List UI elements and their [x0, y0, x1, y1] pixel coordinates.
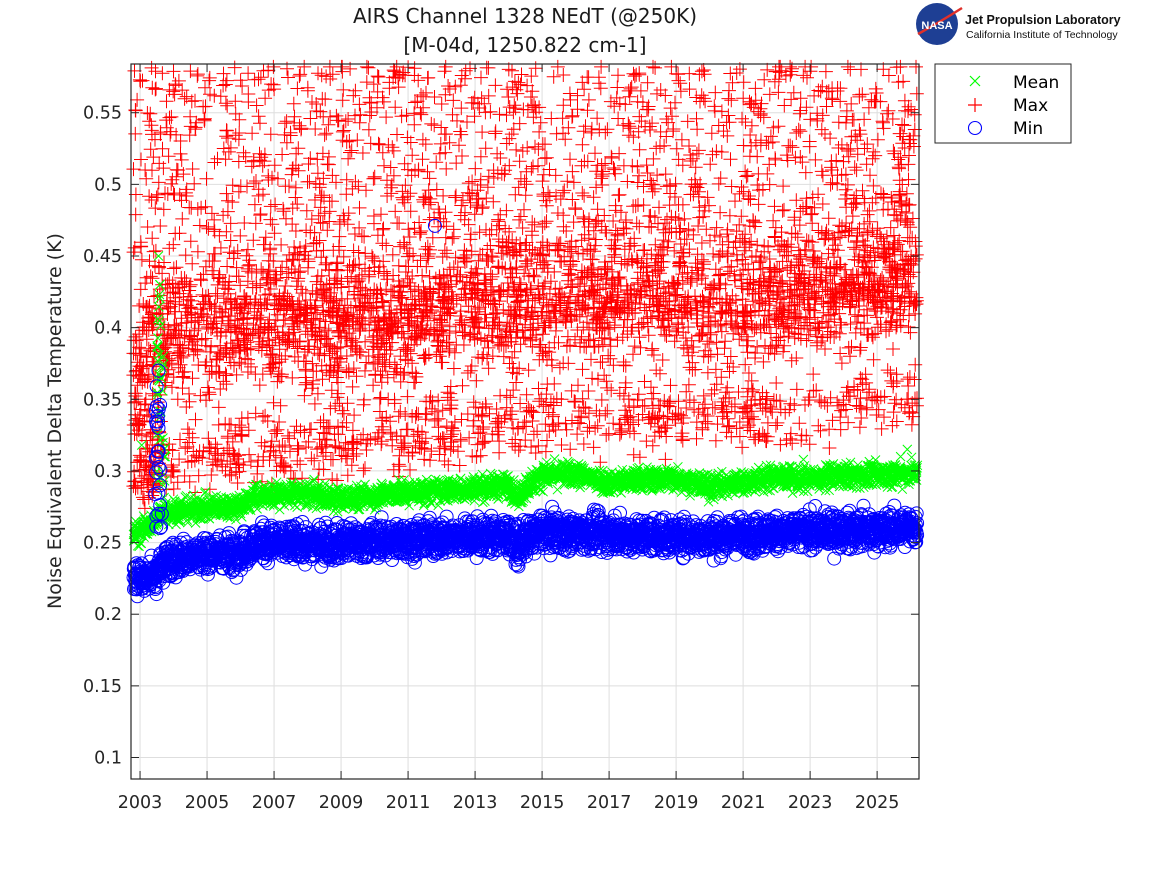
x-tick-label: 2007: [252, 793, 297, 813]
y-tick-label: 0.4: [94, 319, 122, 339]
y-tick-label: 0.35: [83, 390, 122, 410]
x-tick-labels: 2003 2005 2007 2009 2011 2013 2015 2017 2019 2021…: [118, 793, 900, 813]
mean-markers: [128, 251, 923, 552]
legend-max-plus-icon: [968, 98, 982, 112]
x-tick-label: 2009: [319, 793, 364, 813]
chart-title-line-2: [M-04d, 1250.822 cm-1]: [403, 33, 646, 57]
x-tick-label: 2015: [520, 793, 565, 813]
legend-min-circle-icon: [967, 120, 983, 136]
legend-mean-x-icon: [969, 75, 981, 87]
x-tick-label: 2023: [788, 793, 833, 813]
jpl-subtitle: California Institute of Technology: [966, 29, 1118, 41]
legend: Mean Max Min: [934, 63, 1072, 144]
min-markers: [126, 218, 925, 604]
y-tick-label: 0.55: [83, 104, 122, 124]
legend-item-mean: Mean: [969, 73, 1059, 93]
axis-ticks: [131, 64, 919, 779]
y-tick-label: 0.2: [94, 605, 122, 625]
legend-item-max: Max: [968, 96, 1048, 116]
x-tick-label: 2013: [453, 793, 498, 813]
x-tick-label: 2019: [654, 793, 699, 813]
y-tick-labels: 0.1 0.15 0.2 0.25 0.3 0.35 0.4 0.45 0.5 0.55: [83, 104, 122, 769]
nasa-wordmark: NASA: [921, 20, 952, 32]
y-tick-label: 0.15: [83, 677, 122, 697]
x-tick-label: 2005: [185, 793, 230, 813]
jpl-name: Jet Propulsion Laboratory: [965, 13, 1121, 27]
y-tick-label: 0.25: [83, 534, 122, 554]
legend-label-min: Min: [1013, 119, 1043, 139]
y-axis-label: Noise Equivalent Delta Temperature (K): [44, 233, 66, 609]
nasa-swoosh-icon: [917, 6, 963, 36]
x-tick-label: 2011: [386, 793, 431, 813]
series-mean-markers: [128, 251, 923, 552]
y-tick-label: 0.45: [83, 247, 122, 267]
legend-label-max: Max: [1013, 96, 1048, 116]
jpl-logo: NASA Jet Propulsion Laboratory Californi…: [916, 3, 1121, 45]
chart-title-line-1: AIRS Channel 1328 NEdT (@250K): [353, 4, 697, 28]
y-tick-label: 0.3: [94, 462, 122, 482]
legend-box: [934, 63, 1072, 144]
y-tick-label: 0.1: [94, 749, 122, 769]
x-tick-label: 2021: [721, 793, 766, 813]
y-tick-label: 0.5: [94, 175, 122, 195]
x-tick-label: 2003: [118, 793, 163, 813]
series-min-markers: [126, 218, 925, 604]
legend-label-mean: Mean: [1013, 73, 1059, 93]
plot-frame: [130, 63, 920, 780]
x-tick-label: 2017: [587, 793, 632, 813]
x-tick-label: 2025: [855, 793, 900, 813]
legend-item-min: Min: [967, 119, 1043, 139]
